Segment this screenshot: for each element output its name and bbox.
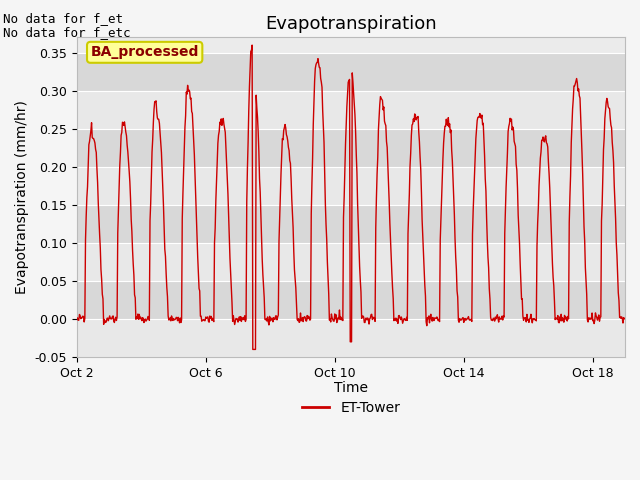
Title: Evapotranspiration: Evapotranspiration xyxy=(265,15,436,33)
X-axis label: Time: Time xyxy=(334,381,368,395)
Legend: ET-Tower: ET-Tower xyxy=(296,396,406,420)
Text: BA_processed: BA_processed xyxy=(90,45,199,60)
Bar xyxy=(77,91,625,129)
Bar xyxy=(77,167,625,205)
Bar xyxy=(77,52,625,91)
Text: No data for f_et: No data for f_et xyxy=(3,12,123,25)
Bar xyxy=(77,243,625,281)
Bar xyxy=(77,281,625,319)
Bar xyxy=(77,129,625,167)
Bar xyxy=(77,205,625,243)
Text: No data for f_etc: No data for f_etc xyxy=(3,26,131,39)
Y-axis label: Evapotranspiration (mm/hr): Evapotranspiration (mm/hr) xyxy=(15,100,29,294)
Bar xyxy=(77,319,625,357)
